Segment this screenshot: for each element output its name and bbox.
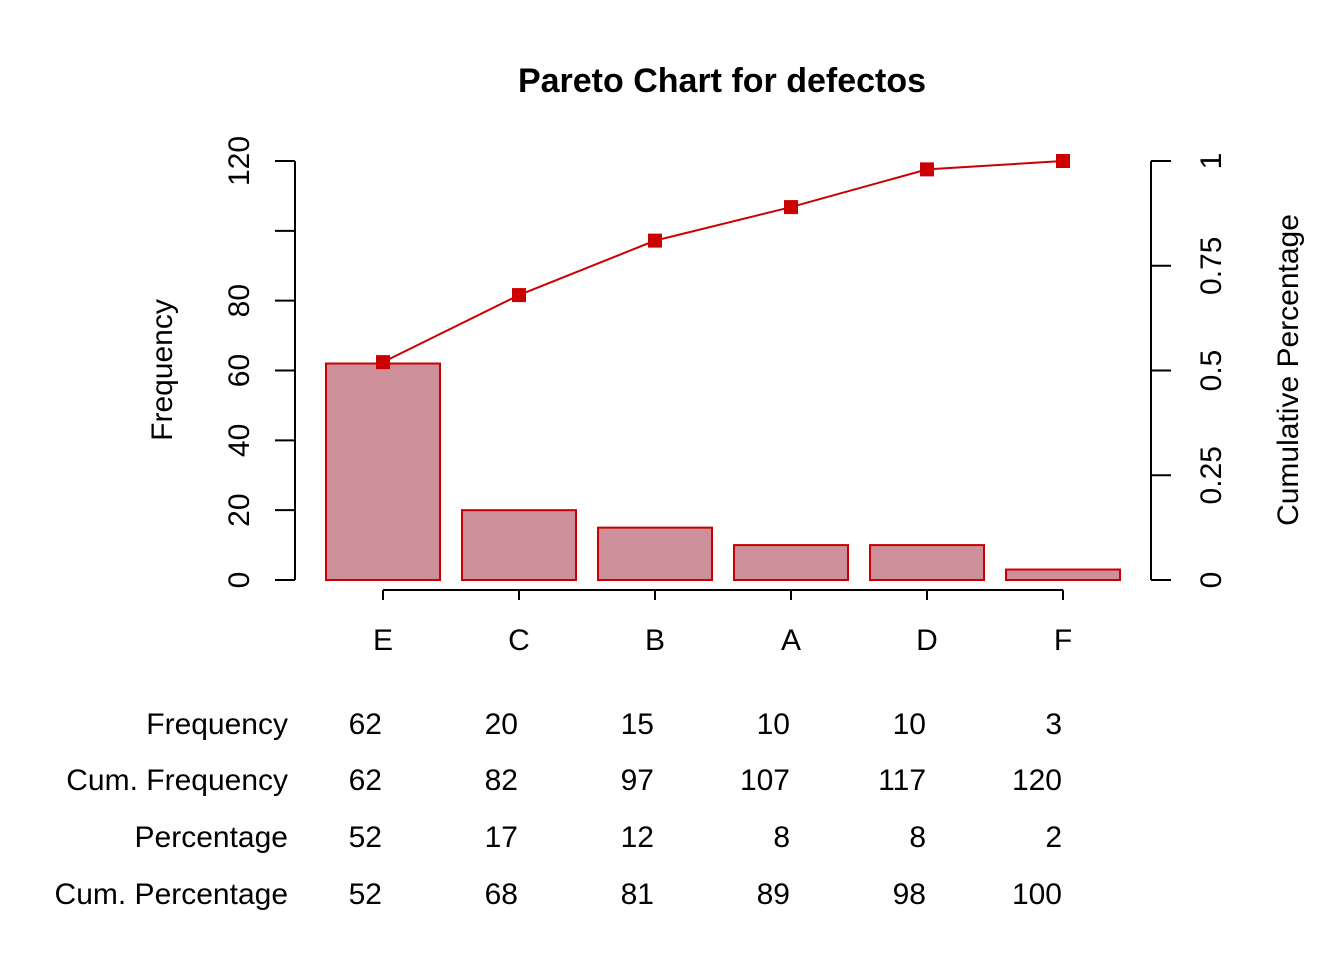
cumulative-point-C — [512, 288, 526, 303]
y2-tick-label: 0 — [1195, 572, 1228, 589]
x-tick-label-E: E — [373, 624, 393, 657]
bar-E — [325, 362, 441, 581]
y2-axis-title: Cumulative Percentage — [1272, 214, 1305, 526]
table-cell: 52 — [349, 878, 382, 911]
y-tick-label: 60 — [223, 354, 256, 387]
y2-tick-label: 0.75 — [1195, 237, 1228, 295]
table-cell: 10 — [757, 708, 790, 741]
y-tick-label: 20 — [223, 493, 256, 526]
cumulative-point-D — [920, 162, 934, 177]
table-cell: 3 — [1045, 708, 1062, 741]
table-cell: 8 — [773, 821, 790, 854]
y-axis-title: Frequency — [146, 299, 179, 441]
y-tick-label: 120 — [223, 136, 256, 186]
cumulative-point-E — [376, 355, 390, 370]
table-cell: 12 — [621, 821, 654, 854]
y-axis-left: 0 20 40 60 80 120 — [223, 136, 296, 589]
x-tick-label-A: A — [781, 624, 801, 657]
table-cell: 81 — [621, 878, 654, 911]
table-cell: 82 — [485, 764, 518, 797]
table-cell: 2 — [1045, 821, 1062, 854]
bar-C — [461, 509, 577, 581]
table-cell: 98 — [893, 878, 926, 911]
table-row-label: Cum. Percentage — [55, 878, 288, 911]
bars-group — [325, 362, 1121, 582]
y-tick-label: 40 — [223, 424, 256, 457]
table-cell: 62 — [349, 764, 382, 797]
table-row-label: Cum. Frequency — [66, 764, 288, 797]
table-cell: 52 — [349, 821, 382, 854]
table-cell: 10 — [893, 708, 926, 741]
x-tick-label-F: F — [1054, 624, 1072, 657]
y2-tick-label: 0.5 — [1195, 350, 1228, 392]
chart-title: Pareto Chart for defectos — [518, 62, 926, 100]
table-cell: 117 — [878, 764, 926, 797]
y-tick-label: 80 — [223, 284, 256, 317]
table-cell: 15 — [621, 708, 654, 741]
table-cell: 97 — [621, 764, 654, 797]
x-tick-label-C: C — [508, 624, 530, 657]
y-axis-right: 0 0.25 0.5 0.75 1 — [1150, 153, 1228, 589]
table-cell: 107 — [740, 764, 790, 797]
table-row-label: Frequency — [146, 708, 288, 741]
cumulative-point-A — [784, 200, 798, 215]
y-tick-label: 0 — [223, 572, 256, 589]
x-tick-label-D: D — [916, 624, 938, 657]
bar-B — [597, 526, 713, 581]
y2-tick-label: 0.25 — [1195, 446, 1228, 504]
cumulative-point-F — [1056, 154, 1070, 168]
cumulative-line-group — [376, 154, 1070, 370]
cumulative-line — [382, 160, 1064, 364]
table-cell: 120 — [1012, 764, 1062, 797]
table-cell: 20 — [485, 708, 518, 741]
bar-A — [733, 544, 849, 581]
y2-tick-label: 1 — [1195, 153, 1228, 170]
table-cell: 8 — [909, 821, 926, 854]
table-cell: 89 — [757, 878, 790, 911]
table-cell: 100 — [1012, 878, 1062, 911]
table-cell: 68 — [485, 878, 518, 911]
cumulative-point-B — [648, 233, 662, 248]
bar-F — [1005, 568, 1121, 582]
bar-D — [869, 544, 985, 581]
table-cell: 17 — [485, 821, 518, 854]
table-row-label: Percentage — [135, 821, 288, 854]
x-tick-label-B: B — [645, 624, 665, 657]
table-cell: 62 — [349, 708, 382, 741]
